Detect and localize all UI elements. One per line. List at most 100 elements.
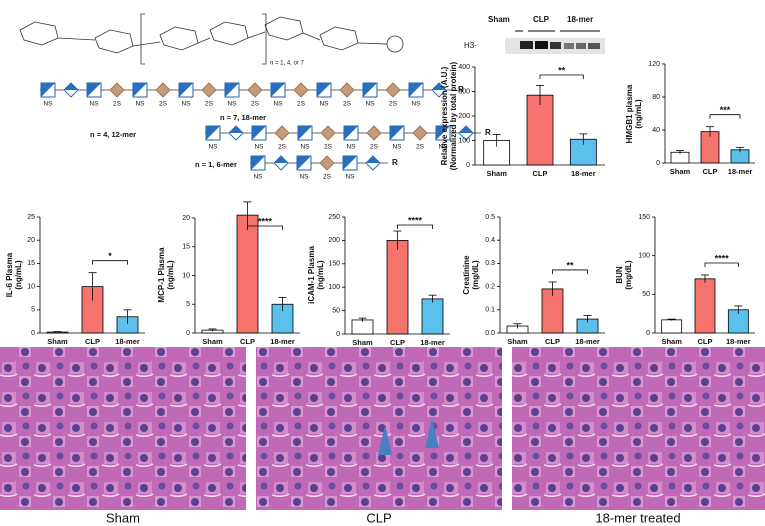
y-tick-label: 40 [652, 127, 660, 134]
uronic-diamond [412, 125, 428, 141]
sulfate-label: NS [181, 101, 191, 108]
x-tick-label: CLP [545, 337, 560, 346]
sulfate-label: 2S [205, 101, 214, 108]
y-tick-label: 5 [186, 301, 190, 308]
y-tick-label: 0 [31, 330, 35, 337]
sulfate-label: 2S [389, 101, 398, 108]
y-tick-label: 400 [458, 64, 470, 71]
histology-image [512, 347, 765, 510]
y-tick-label: 50 [332, 307, 340, 314]
sulfate-label: 2S [370, 144, 379, 151]
y-tick-label: 15 [27, 260, 35, 267]
y-axis-label: (mg/dL) [471, 260, 480, 290]
y-tick-label: 0 [186, 330, 190, 337]
sulfate-label: 2S [297, 101, 306, 108]
uronic-half [432, 83, 446, 90]
sulfate-label: NS [300, 144, 310, 151]
x-tick-label: CLP [390, 338, 405, 347]
y-axis-label: Relative expression (A.U.) [440, 66, 449, 165]
x-tick-label: CLP [698, 337, 713, 346]
caption: 18-mer treated [595, 510, 680, 525]
sulfate-label: NS [438, 144, 448, 151]
x-tick-label: Sham [352, 338, 373, 347]
y-axis-label: IL-6 Plasma [5, 252, 14, 297]
y-tick-label: 120 [648, 61, 660, 68]
blot-group: CLP [533, 15, 550, 24]
uronic-diamond [247, 82, 263, 98]
glcnac-half [225, 83, 239, 97]
y-tick-label: 5 [31, 307, 35, 314]
uronic-diamond [109, 82, 125, 98]
x-tick-label: Sham [47, 337, 68, 346]
y-tick-label: 0.5 [485, 214, 495, 221]
sulfate-label: 2S [323, 174, 332, 181]
bar [661, 319, 683, 334]
glcnac-half [271, 83, 285, 97]
x-tick-label: CLP [85, 337, 100, 346]
glcnac-half [206, 126, 220, 140]
y-tick-label: 20 [182, 215, 190, 222]
sulfate-label: NS [345, 174, 355, 181]
sulfate-label: 2S [113, 101, 122, 108]
y-axis-label: Creatinine [462, 255, 471, 295]
blot-group: Sham [488, 15, 510, 24]
y-axis-label: (ng/mL) [634, 99, 643, 129]
arrowhead [425, 418, 439, 448]
y-tick-label: 0 [466, 162, 470, 169]
sulfate-label: NS [135, 101, 145, 108]
x-tick-label: CLP [240, 337, 255, 346]
sulfate-label: NS [365, 101, 375, 108]
sulfate-label: 2S [251, 101, 260, 108]
glcnac-half [390, 126, 404, 140]
y-tick-label: 0 [336, 331, 340, 338]
blot-group: 18-mer [567, 15, 593, 24]
uronic-diamond [320, 125, 336, 141]
uronic-diamond [293, 82, 309, 98]
y-tick-label: 0 [646, 330, 650, 337]
y-axis-label: MCP-1 Plasma [157, 247, 166, 303]
bar [236, 214, 259, 334]
glcnac-half [436, 126, 450, 140]
bar [421, 298, 444, 335]
sulfate-label: 2S [278, 144, 287, 151]
sulfate-label: NS [43, 101, 53, 108]
significance-label: **** [715, 253, 730, 263]
glcnac-half [87, 83, 101, 97]
glcnac-half [297, 156, 311, 170]
significance-label: **** [258, 216, 273, 226]
y-axis-label: (mg/dL) [624, 260, 633, 290]
y-tick-label: 0.0 [485, 330, 495, 337]
glcnac-half [133, 83, 147, 97]
glcnac-half [41, 83, 55, 97]
chain-label: n = 4, 12-mer [90, 130, 136, 139]
western-blot [505, 30, 605, 54]
bar [386, 239, 409, 335]
chain-end: R [458, 85, 464, 94]
uronic-half [459, 126, 473, 133]
sulfate-label: NS [299, 174, 309, 181]
sulfate-label: NS [392, 144, 402, 151]
uronic-diamond [155, 82, 171, 98]
uronic-half [64, 83, 78, 90]
y-axis-label: (ng/mL) [166, 260, 175, 290]
x-tick-label: Sham [507, 337, 528, 346]
blot-band-label: H3- [464, 41, 477, 50]
y-tick-label: 0.4 [485, 237, 495, 244]
y-tick-label: 50 [642, 291, 650, 298]
uronic-diamond [366, 125, 382, 141]
bar [526, 94, 554, 166]
sulfate-label: NS [346, 144, 356, 151]
significance-label: *** [720, 105, 731, 115]
y-axis-label: iCAM-1 Plasma [307, 246, 316, 304]
x-tick-label: 18-mer [571, 169, 596, 178]
x-tick-label: 18-mer [728, 167, 753, 176]
y-tick-label: 25 [27, 214, 35, 221]
chemical-structure [19, 13, 404, 65]
y-tick-label: 100 [328, 284, 340, 291]
bar [694, 278, 716, 334]
sulfate-label: NS [254, 144, 264, 151]
y-tick-label: 250 [328, 214, 340, 221]
y-tick-label: 0.2 [485, 283, 495, 290]
uronic-half [274, 156, 288, 163]
histology-image [0, 347, 246, 510]
